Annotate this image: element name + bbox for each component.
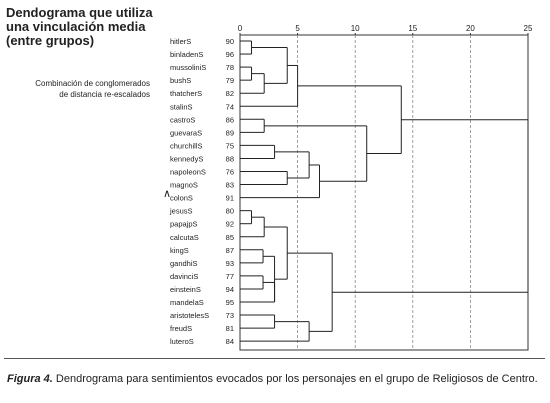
caption-text: Dendrograma para sentimientos evocados p… [52,373,538,385]
caption-label: Figura 4. [7,373,53,385]
plot-frame [239,34,529,351]
leaf-case-number: 76 [226,168,234,177]
leaf-case-number: 81 [226,324,234,333]
leaf-label: magnoS [170,181,198,190]
leaf-case-number: 92 [226,220,234,229]
title-line: (entre grupos) [6,33,95,48]
leaf-case-number: 73 [226,311,234,320]
leaf-case-number: 90 [226,37,234,46]
leaf-label: castroS [170,115,195,124]
x-tick-label: 5 [295,24,300,33]
leaf-case-number: 77 [226,272,234,281]
leaf-case-number: 86 [226,115,234,124]
x-tick-label: 20 [466,24,475,33]
leaf-case-number: 83 [226,181,234,190]
leaf-label: thatcherS [170,89,202,98]
leaf-case-number: 85 [226,233,234,242]
axis-description-line: de distancia re-escalados [59,90,150,99]
title-line: Dendograma que utiliza [6,5,153,20]
dendrogram-chart: 0 5 10 15 20 25 hitlerS 90 binladenS 96 mussoliniS… [169,24,533,351]
leaf-label: colonS [170,194,193,203]
leaf-case-number: 96 [226,50,234,59]
leaf-label: einsteinS [170,285,201,294]
leaf-label: papajpS [170,220,198,229]
caption-divider [4,358,545,359]
leaf-label: mandelaS [170,298,204,307]
leaf-case-number: 88 [226,154,234,163]
leaf-label: gandhiS [170,259,198,268]
axis-description-line: Combinación de conglomerados [35,79,150,88]
leaf-case-number: 78 [226,63,234,72]
leaf-case-number: 93 [226,259,234,268]
leaf-case-number: 94 [226,285,234,294]
leaf-label: jesusS [169,207,193,216]
leaf-case-number: 87 [226,246,234,255]
leaf-case-number: 75 [226,141,234,150]
leaf-case-number: 80 [226,207,234,216]
leaf-label: kingS [170,246,189,255]
leaf-label: davinciS [170,272,198,281]
leaf-label: binladenS [170,50,203,59]
leaf-label: bushS [170,76,191,85]
leaf-case-number: 91 [226,194,234,203]
leaf-label: stalinS [170,102,193,111]
leaf-label: guevaraS [170,128,202,137]
leaf-case-number: 89 [226,128,234,137]
chart-title: Dendograma que utiliza una vinculación m… [6,6,166,48]
leaf-label: hitlerS [170,37,191,46]
x-tick-label: 0 [238,24,243,33]
leaf-label: kennedyS [170,154,203,163]
leaf-label: napoleonS [170,168,206,177]
leaf-label: mussoliniS [170,63,206,72]
leaf-case-number: 74 [226,102,234,111]
figure-caption: Figura 4. Dendrograma para sentimientos … [7,373,538,385]
leaf-label: calcutaS [170,233,199,242]
leaf-label: luteroS [170,337,194,346]
leaf-case-number: 84 [226,337,234,346]
leaf-label: aristotelesS [170,311,209,320]
x-tick-label: 25 [524,24,533,33]
x-tick-label: 15 [408,24,417,33]
pointer-marker: ∧ [163,188,172,200]
leaf-label: churchillS [170,141,203,150]
title-line: una vinculación media [6,19,146,34]
leaf-case-number: 82 [226,89,234,98]
leaf-case-number: 95 [226,298,234,307]
axis-description: Combinación de conglomerados de distanci… [10,78,150,100]
leaf-case-number: 79 [226,76,234,85]
x-tick-label: 10 [351,24,360,33]
leaf-label: freudS [170,324,192,333]
